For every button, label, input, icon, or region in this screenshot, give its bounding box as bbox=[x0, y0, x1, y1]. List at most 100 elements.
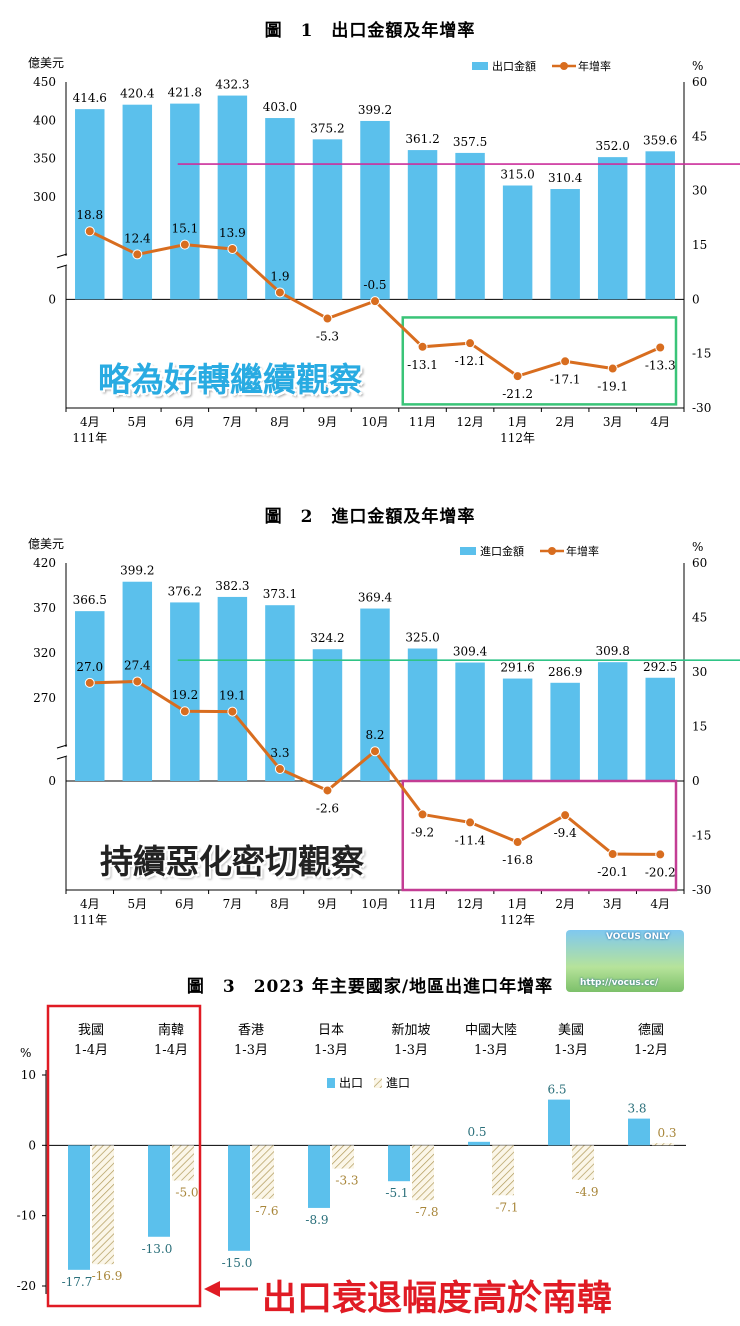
growth-rate-point bbox=[465, 338, 476, 349]
highlight-box bbox=[401, 779, 678, 892]
growth-rate-label: 1.9 bbox=[270, 269, 289, 283]
bar-value-label: 292.5 bbox=[643, 660, 677, 674]
growth-rate-label: 18.8 bbox=[76, 208, 103, 222]
bar bbox=[645, 151, 675, 300]
category-label: 新加坡 bbox=[391, 1022, 430, 1038]
import-bar bbox=[492, 1145, 514, 1196]
right-tick-label: 0 bbox=[692, 292, 700, 306]
x-tick-label: 12月 bbox=[456, 415, 483, 429]
y-tick-label: 0 bbox=[28, 1138, 36, 1152]
country-bar-chart: 10 0 -10 -20% 我國 1-4月 南韓 1-4月 香港 1-3月 日本 1-3月 新加坡 1-3… bbox=[17, 1004, 686, 1308]
growth-rate-label: 19.1 bbox=[219, 689, 246, 703]
right-tick-label: 45 bbox=[692, 611, 707, 625]
x-tick-label: 2月 bbox=[555, 415, 575, 429]
bar-value-label: 309.4 bbox=[453, 645, 488, 659]
growth-rate-point bbox=[512, 371, 523, 382]
bar-value-label: 376.2 bbox=[168, 584, 202, 598]
bar-value-label: 375.2 bbox=[310, 121, 344, 135]
x-tick-sublabel: 111年 bbox=[72, 431, 107, 445]
bar bbox=[312, 649, 343, 781]
bar-value-label: 325.0 bbox=[405, 631, 439, 645]
growth-rate-label: 27.4 bbox=[124, 658, 151, 672]
bar bbox=[265, 118, 295, 300]
import-bar bbox=[412, 1145, 434, 1201]
export-value-label: 0.5 bbox=[467, 1125, 486, 1139]
bar-value-label: 421.8 bbox=[168, 86, 202, 100]
bar bbox=[645, 677, 675, 781]
category-label: 中國大陸 bbox=[465, 1022, 517, 1038]
bar-value-label: 324.2 bbox=[310, 631, 344, 645]
growth-rate-point bbox=[512, 837, 523, 848]
right-tick-label: 0 bbox=[692, 774, 700, 788]
category-label: 香港 bbox=[238, 1023, 264, 1038]
legend-swatch-bar bbox=[472, 62, 488, 70]
import-bar bbox=[172, 1145, 194, 1181]
growth-rate-label: -12.1 bbox=[455, 354, 486, 368]
x-tick-label: 7月 bbox=[223, 415, 243, 429]
x-tick-label: 11月 bbox=[409, 897, 436, 911]
bar bbox=[265, 605, 295, 781]
x-tick-label: 5月 bbox=[127, 415, 147, 429]
legend-label: 進口金額 bbox=[480, 544, 524, 558]
left-tick-label: 450 bbox=[33, 75, 56, 89]
axis-break-mark bbox=[56, 253, 68, 258]
growth-rate-point bbox=[274, 287, 285, 298]
axis-break-mark bbox=[56, 755, 68, 760]
x-tick-label: 4月 bbox=[650, 415, 670, 429]
figure-3-country-comparison: VOCUS ONLY http://vocus.cc/ 圖 3 2023 年主要… bbox=[0, 930, 740, 1326]
highlight-box bbox=[46, 1004, 202, 1308]
growth-rate-point bbox=[322, 313, 333, 324]
left-tick-label: 350 bbox=[33, 152, 56, 166]
import-bar bbox=[332, 1145, 354, 1169]
legend-label: 年增率 bbox=[578, 59, 611, 73]
right-tick-label: 45 bbox=[692, 129, 707, 143]
growth-rate-label: 3.3 bbox=[270, 746, 289, 760]
x-tick-label: 7月 bbox=[223, 897, 243, 911]
category-period-label: 1-4月 bbox=[154, 1043, 188, 1058]
bar-value-label: 291.6 bbox=[500, 661, 534, 675]
bar-value-label: 373.1 bbox=[263, 587, 297, 601]
growth-rate-point bbox=[132, 249, 143, 260]
annotation-callout: 出口衰退幅度高於南韓 bbox=[262, 1279, 613, 1319]
legend-swatch-bar bbox=[460, 547, 476, 555]
y-tick-label: 10 bbox=[21, 1068, 36, 1082]
growth-rate-label: -0.5 bbox=[363, 278, 386, 292]
export-value-label: 3.8 bbox=[627, 1102, 646, 1116]
growth-rate-point bbox=[322, 785, 333, 796]
export-bar bbox=[68, 1145, 90, 1270]
x-tick-sublabel: 111年 bbox=[72, 913, 107, 927]
bar bbox=[217, 95, 248, 300]
bar bbox=[312, 139, 343, 300]
bar-value-label: 420.4 bbox=[120, 87, 155, 101]
import-bar bbox=[572, 1145, 594, 1180]
bar bbox=[550, 682, 580, 781]
x-tick-label: 5月 bbox=[127, 897, 147, 911]
figure-2-import: 圖 2 進口金額及年增率 億美元% 420 370 320 270 0 60 45 30 15 0 -… bbox=[0, 490, 740, 930]
bar bbox=[407, 150, 438, 300]
x-tick-label: 8月 bbox=[270, 415, 290, 429]
left-tick-label: 300 bbox=[33, 190, 56, 204]
right-tick-label: -15 bbox=[692, 347, 711, 361]
left-tick-label: 370 bbox=[33, 601, 56, 615]
growth-rate-label: -2.6 bbox=[316, 801, 339, 815]
export-combo-chart: 億美元 % 450 400 350 300 0 60 45 30 15 0 -15 -30 414.6 420… bbox=[28, 56, 740, 445]
export-bar bbox=[548, 1099, 570, 1146]
growth-rate-label: 13.9 bbox=[219, 226, 246, 240]
growth-rate-label: -9.4 bbox=[554, 826, 578, 840]
growth-rate-point bbox=[607, 363, 618, 374]
left-tick-label: 400 bbox=[33, 113, 56, 127]
x-tick-label: 10月 bbox=[361, 415, 388, 429]
legend-label: 出口金額 bbox=[492, 59, 536, 73]
left-axis-unit: 億美元 bbox=[28, 56, 64, 70]
category-label: 南韓 bbox=[158, 1022, 184, 1038]
x-tick-sublabel: 112年 bbox=[500, 913, 535, 927]
left-tick-label: 0 bbox=[48, 774, 56, 788]
bar bbox=[217, 596, 248, 781]
x-tick-label: 6月 bbox=[175, 415, 195, 429]
right-tick-label: 15 bbox=[692, 238, 707, 252]
right-tick-label: -15 bbox=[692, 829, 711, 843]
bar-value-label: 399.2 bbox=[120, 564, 154, 578]
growth-rate-label: 27.0 bbox=[76, 660, 103, 674]
bar-value-label: 361.2 bbox=[405, 132, 439, 146]
category-label: 美國 bbox=[558, 1023, 584, 1038]
